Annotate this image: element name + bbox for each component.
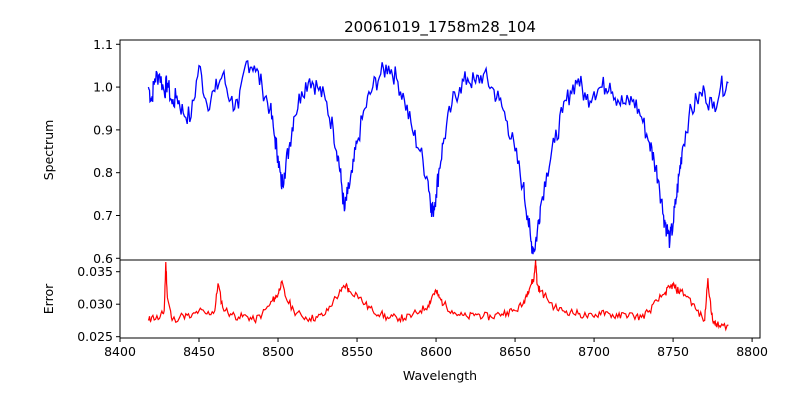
spectrum-y-tick-label: 1.1 [93,37,113,52]
error-series [147,259,729,332]
x-tick-label: 8700 [578,344,610,359]
x-tick-label: 8500 [262,344,294,359]
x-axis-label: Wavelength [403,368,477,383]
spectrum-panel: 0.6 0.7 0.8 0.9 1.0 1.1 Spectrum [41,37,761,266]
x-tick-label: 8550 [341,344,373,359]
error-x-ticks: 8400 8450 8500 8550 8600 8650 8700 8750 8800 [104,338,768,359]
spectrum-y-ticks: 0.6 0.7 0.8 0.9 1.0 1.1 [93,37,120,266]
error-y-label: Error [41,283,56,314]
error-panel: 0.025 0.030 0.035 8400 8450 8500 8550 8600 8650… [41,259,768,383]
spectrum-line [147,59,729,255]
spectrum-y-tick-label: 0.9 [93,122,113,137]
error-axes-frame [119,259,761,339]
error-line [147,259,729,332]
chart-title: 20061019_1758m28_104 [344,18,536,37]
spectrum-y-tick-label: 0.7 [93,208,113,223]
error-y-tick-label: 0.035 [77,264,113,279]
spectrum-y-tick-label: 0.8 [93,165,113,180]
spectrum-y-label: Spectrum [41,120,56,181]
spectrum-y-tick-label: 1.0 [93,80,113,95]
error-y-ticks: 0.025 0.030 0.035 [77,264,120,344]
x-tick-label: 8400 [104,344,136,359]
spectrum-series [147,59,729,255]
x-tick-label: 8650 [499,344,531,359]
error-y-tick-label: 0.030 [77,297,113,312]
error-y-tick-label: 0.025 [77,329,113,344]
spectrum-y-tick-label: 0.6 [93,251,113,266]
x-tick-label: 8800 [736,344,768,359]
x-tick-label: 8450 [183,344,215,359]
x-tick-label: 8750 [657,344,689,359]
x-tick-label: 8600 [420,344,452,359]
